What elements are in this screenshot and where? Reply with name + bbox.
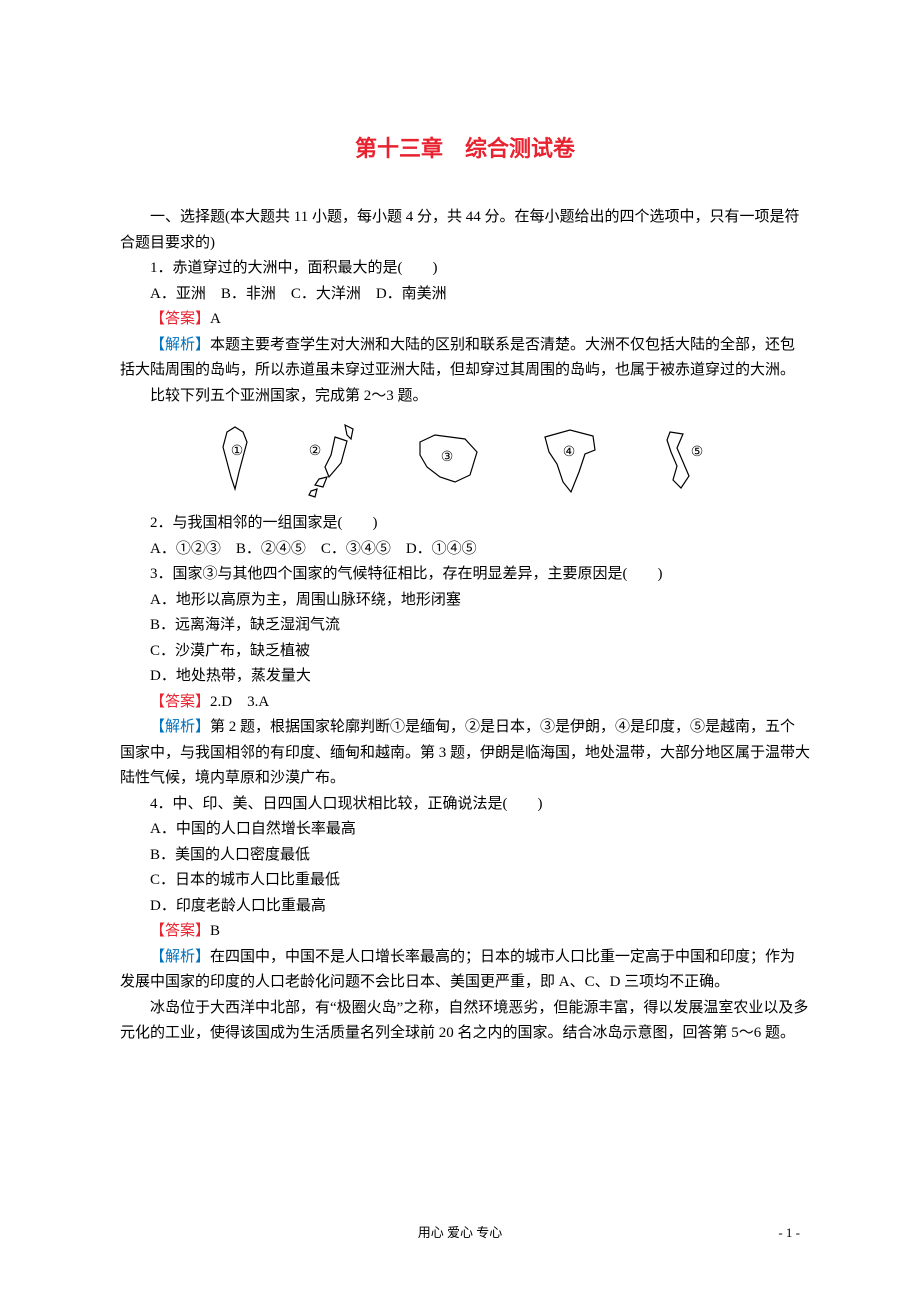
q1-analysis-text: 本题主要考查学生对大洲和大陆的区别和联系是否清楚。大洲不仅包括大陆的全部，还包括… bbox=[120, 337, 795, 379]
answer-label: 【答案】 bbox=[150, 694, 210, 710]
q1-text: 1．赤道穿过的大洲中，面积最大的是( ) bbox=[120, 256, 810, 282]
q2-3-analysis-text: 第 2 题，根据国家轮廓判断①是缅甸，②是日本，③是伊朗，④是印度，⑤是越南，五… bbox=[120, 719, 810, 786]
chapter-title: 第十三章 综合测试卷 bbox=[120, 130, 810, 167]
country-outlines-figure: ① ② ③ ④ ⑤ bbox=[120, 417, 810, 507]
q2-text: 2．与我国相邻的一组国家是( ) bbox=[120, 511, 810, 537]
map-5-icon: ⑤ bbox=[667, 432, 703, 488]
map-label-3: ③ bbox=[441, 450, 454, 465]
map-2-icon: ② bbox=[309, 425, 353, 497]
answer-label: 【答案】 bbox=[150, 923, 210, 939]
q1-analysis: 【解析】本题主要考查学生对大洲和大陆的区别和联系是否清楚。大洲不仅包括大陆的全部… bbox=[120, 333, 810, 384]
map-label-5: ⑤ bbox=[691, 445, 704, 460]
map-1-icon: ① bbox=[223, 427, 247, 489]
q4-optB: B．美国的人口密度最低 bbox=[120, 843, 810, 869]
q2-3-answer-line: 【答案】2.D 3.A bbox=[120, 690, 810, 716]
q1-options: A．亚洲 B．非洲 C．大洋洲 D．南美洲 bbox=[120, 282, 810, 308]
q4-analysis: 【解析】在四国中，中国不是人口增长率最高的；日本的城市人口比重一定高于中国和印度… bbox=[120, 945, 810, 996]
map-label-2: ② bbox=[309, 444, 322, 459]
map-4-icon: ④ bbox=[545, 430, 595, 492]
q4-analysis-text: 在四国中，中国不是人口增长率最高的；日本的城市人口比重一定高于中国和印度；作为发… bbox=[120, 949, 795, 991]
group5-6-intro: 冰岛位于大西洋中北部，有“极圈火岛”之称，自然环境恶劣，但能源丰富，得以发展温室… bbox=[120, 996, 810, 1047]
maps-svg: ① ② ③ ④ ⑤ bbox=[205, 417, 725, 507]
page: 第十三章 综合测试卷 一、选择题(本大题共 11 小题，每小题 4 分，共 44… bbox=[0, 0, 920, 1302]
analysis-label: 【解析】 bbox=[150, 949, 210, 965]
map-label-4: ④ bbox=[563, 445, 576, 460]
page-number: - 1 - bbox=[778, 1222, 800, 1244]
map-3-icon: ③ bbox=[420, 435, 477, 482]
q3-optC: C．沙漠广布，缺乏植被 bbox=[120, 639, 810, 665]
q4-optD: D．印度老龄人口比重最高 bbox=[120, 894, 810, 920]
answer-label: 【答案】 bbox=[150, 311, 210, 327]
q2-3-analysis: 【解析】第 2 题，根据国家轮廓判断①是缅甸，②是日本，③是伊朗，④是印度，⑤是… bbox=[120, 715, 810, 792]
q4-answer: B bbox=[210, 923, 220, 939]
analysis-label: 【解析】 bbox=[150, 337, 210, 353]
q3-text: 3．国家③与其他四个国家的气候特征相比，存在明显差异，主要原因是( ) bbox=[120, 562, 810, 588]
q4-optA: A．中国的人口自然增长率最高 bbox=[120, 817, 810, 843]
section1-intro: 一、选择题(本大题共 11 小题，每小题 4 分，共 44 分。在每小题给出的四… bbox=[120, 205, 810, 256]
q2-options: A．①②③ B．②④⑤ C．③④⑤ D．①④⑤ bbox=[120, 537, 810, 563]
analysis-label: 【解析】 bbox=[150, 719, 210, 735]
q3-optA: A．地形以高原为主，周围山脉环绕，地形闭塞 bbox=[120, 588, 810, 614]
q3-optD: D．地处热带，蒸发量大 bbox=[120, 664, 810, 690]
q1-answer: A bbox=[210, 311, 221, 327]
q2-3-answer: 2.D 3.A bbox=[210, 694, 269, 710]
map-label-1: ① bbox=[231, 444, 244, 459]
q4-answer-line: 【答案】B bbox=[120, 919, 810, 945]
q4-text: 4．中、印、美、日四国人口现状相比较，正确说法是( ) bbox=[120, 792, 810, 818]
q1-answer-line: 【答案】A bbox=[120, 307, 810, 333]
q3-optB: B．远离海洋，缺乏湿润气流 bbox=[120, 613, 810, 639]
q4-optC: C．日本的城市人口比重最低 bbox=[120, 868, 810, 894]
group2-3-intro: 比较下列五个亚洲国家，完成第 2～3 题。 bbox=[120, 384, 810, 410]
